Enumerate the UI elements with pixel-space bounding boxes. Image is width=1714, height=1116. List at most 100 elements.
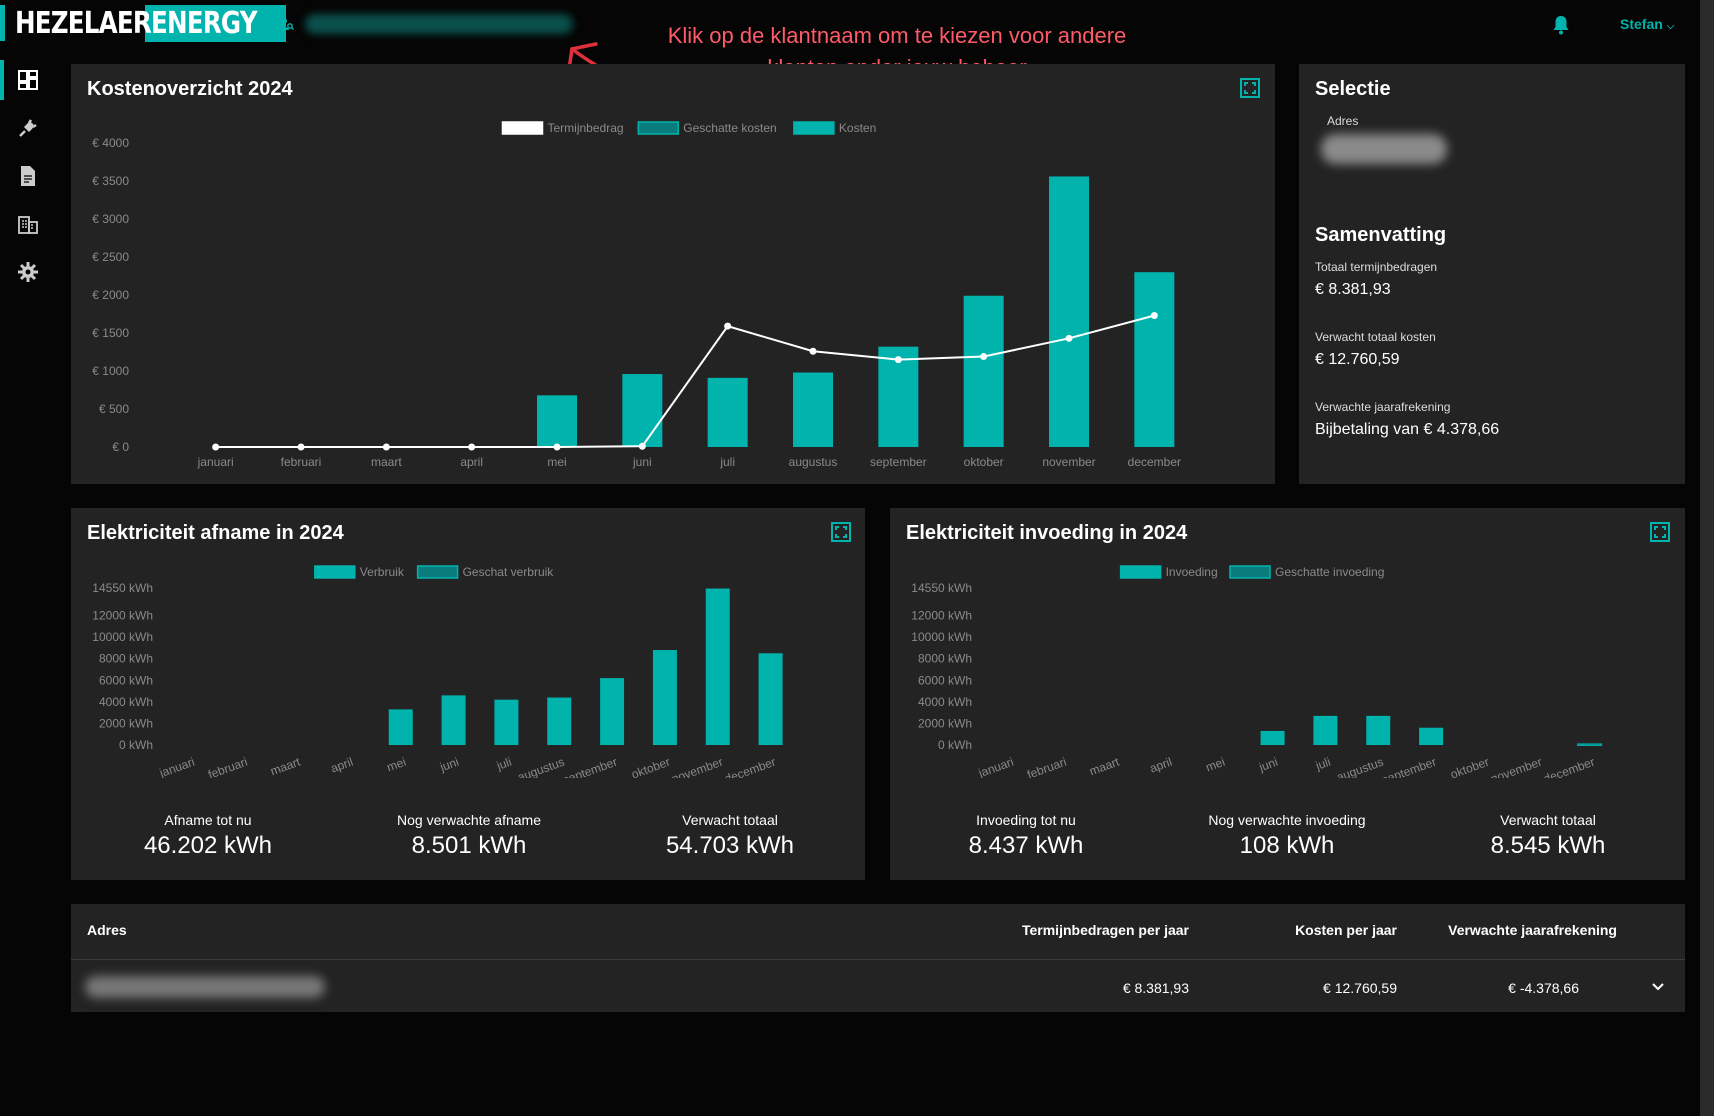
y-tick-label: € 500	[99, 402, 129, 416]
installment-point	[1150, 312, 1158, 320]
table-divider	[71, 959, 1685, 960]
stat-label: Verwacht totaal	[1500, 812, 1596, 828]
expected-costs-label: Verwacht totaal kosten	[1315, 330, 1436, 344]
electricity-usage-card: Elektriciteit afname in 2024 Verbruik Ges…	[71, 508, 865, 880]
y-tick-label: 0 kWh	[938, 738, 972, 752]
bar	[705, 588, 730, 745]
installment-point	[894, 356, 902, 364]
usage-stat-total: Verwacht totaal 54.703 kWh	[610, 812, 850, 860]
scrollbar-track[interactable]	[1700, 0, 1714, 1116]
fullscreen-icon[interactable]	[831, 522, 851, 542]
y-tick-label: € 2500	[92, 250, 129, 264]
cost-bar	[878, 346, 919, 447]
x-tick-label: april	[460, 455, 483, 469]
client-name-selector[interactable]: klantnaam	[305, 14, 573, 34]
x-tick-label: december	[1128, 455, 1181, 469]
legend-swatch	[314, 565, 356, 579]
legend-swatch	[1119, 565, 1162, 579]
y-tick-label: € 1500	[92, 326, 129, 340]
y-tick-label: 14550 kWh	[92, 581, 153, 595]
table-cell-settlement: € -4.378,66	[1508, 980, 1579, 996]
user-name: Stefan	[1620, 16, 1663, 32]
logo-word-hezelaer: HEZELAER	[15, 5, 152, 41]
x-tick-label: oktober	[964, 455, 1004, 469]
x-tick-label: juli	[719, 455, 735, 469]
x-tick-label: juli	[1313, 755, 1333, 774]
x-tick-label: november	[1489, 755, 1544, 778]
column-header-address: Adres	[87, 922, 127, 938]
x-tick-label: mei	[385, 755, 408, 775]
electricity-feedin-card: Elektriciteit invoeding in 2024 Invoedin…	[890, 508, 1685, 880]
legend-swatch	[1229, 565, 1271, 579]
installment-point	[809, 347, 817, 355]
x-tick-label: juli	[494, 755, 514, 774]
x-tick-label: mei	[1204, 755, 1227, 775]
sidebar-item-settings[interactable]	[0, 248, 56, 296]
plug-icon	[19, 119, 37, 137]
legend-label: Geschat verbruik	[463, 565, 555, 579]
selection-card: Selectie Adres adres Samenvatting Totaal…	[1299, 64, 1685, 484]
table-cell-installments: € 8.381,93	[1122, 980, 1189, 996]
address-select[interactable]: adres	[1321, 134, 1447, 164]
x-tick-label: januari	[976, 755, 1016, 778]
user-search-icon[interactable]	[278, 16, 294, 32]
user-menu[interactable]: Stefan ⌵	[1620, 16, 1674, 32]
fullscreen-icon[interactable]	[1240, 78, 1260, 98]
sidebar-item-documents[interactable]	[0, 152, 56, 200]
bar	[1313, 715, 1338, 745]
table-cell-address: adres	[85, 976, 325, 998]
cost-bar	[707, 377, 748, 447]
stat-label: Afname tot nu	[164, 812, 252, 828]
installment-point	[638, 442, 646, 450]
x-tick-label: maart	[371, 455, 402, 469]
x-tick-label: augustus	[789, 455, 838, 469]
y-tick-label: € 1000	[92, 364, 129, 378]
total-installments-label: Totaal termijnbedragen	[1315, 260, 1438, 274]
logo-word-energy: ENERGY	[145, 4, 286, 42]
stat-value: 46.202 kWh	[143, 832, 273, 859]
y-tick-label: 8000 kWh	[99, 652, 153, 666]
y-tick-label: € 3000	[92, 212, 129, 226]
address-table: Adres Termijnbedragen per jaar Kosten pe…	[71, 904, 1685, 1012]
legend-swatch	[793, 121, 835, 135]
x-tick-label: augustus	[1335, 755, 1386, 778]
stat-value: 8.545 kWh	[1490, 832, 1606, 859]
y-tick-label: 10000 kWh	[92, 630, 153, 644]
electricity-usage-chart: Verbruik Geschat verbruik 0 kWh 2000 kWh 400…	[92, 565, 783, 778]
sidebar-item-buildings[interactable]	[0, 200, 56, 248]
installment-point	[724, 322, 732, 330]
x-tick-label: april	[329, 755, 355, 776]
cost-bar	[1134, 272, 1175, 447]
y-tick-label: 14550 kWh	[911, 581, 972, 595]
installment-point	[980, 353, 988, 361]
top-bar: HEZELAER ENERGY klantnaam Klik op de kla…	[0, 0, 1714, 89]
x-tick-label: oktober	[630, 755, 672, 778]
installment-point	[297, 443, 305, 451]
electricity-feedin-title: Elektriciteit invoeding in 2024	[906, 522, 1188, 544]
chevron-down-icon[interactable]	[1651, 982, 1665, 992]
y-tick-label: € 3500	[92, 174, 129, 188]
installment-point	[1065, 334, 1073, 342]
feedin-stat-remaining: Nog verwachte invoeding 108 kWh	[1167, 812, 1407, 860]
x-tick-label: november	[1042, 455, 1095, 469]
bar	[441, 695, 466, 745]
legend-swatch	[416, 565, 459, 579]
bell-icon[interactable]	[1552, 15, 1570, 35]
stat-value: 108 kWh	[1239, 832, 1335, 859]
expected-settlement-label: Verwachte jaarafrekening	[1315, 400, 1451, 414]
dashboard-icon	[18, 70, 38, 90]
logo: HEZELAER ENERGY	[0, 4, 286, 42]
electricity-usage-title: Elektriciteit afname in 2024	[87, 522, 344, 544]
sidebar-item-dashboard[interactable]	[0, 56, 56, 104]
stat-label: Invoeding tot nu	[976, 812, 1076, 828]
stat-value: 8.501 kWh	[411, 832, 527, 859]
cost-bar	[622, 374, 663, 447]
address-label: Adres	[1327, 114, 1359, 128]
x-tick-label: november	[670, 755, 725, 778]
legend-label: Kosten	[839, 121, 876, 135]
sidebar-item-connections[interactable]	[0, 104, 56, 152]
stat-label: Nog verwachte invoeding	[1208, 812, 1366, 828]
installment-point	[468, 443, 476, 451]
fullscreen-icon[interactable]	[1650, 522, 1670, 542]
x-tick-label: december	[1542, 755, 1597, 778]
